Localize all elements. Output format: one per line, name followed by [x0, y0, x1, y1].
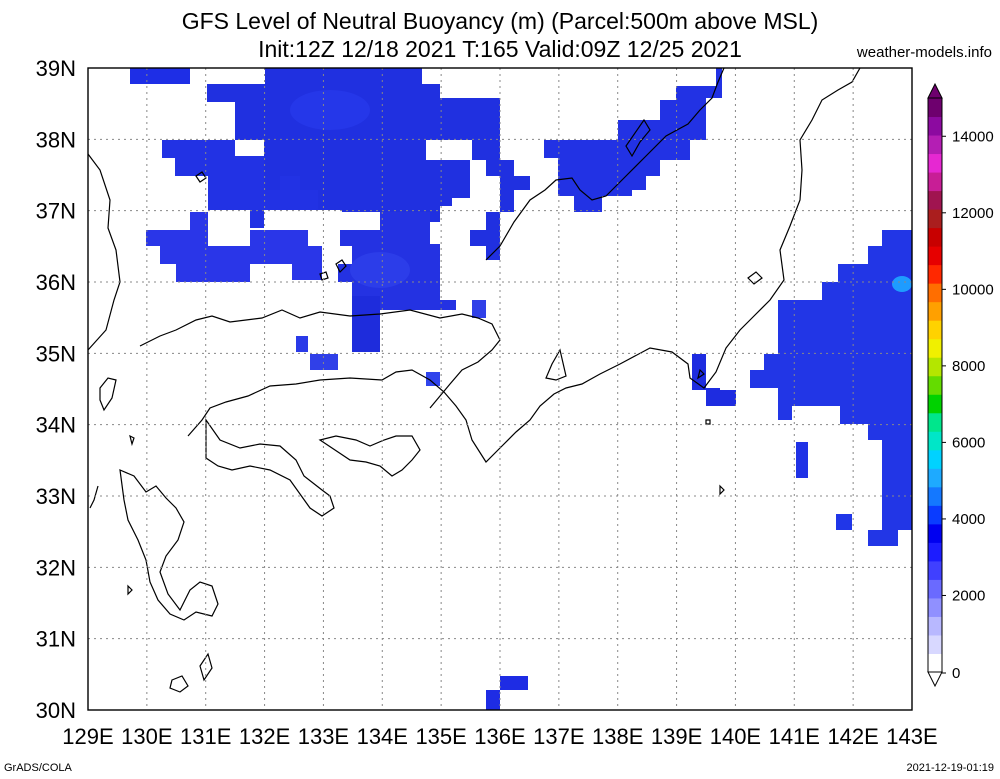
colorbar-tick-label: 10000 [952, 281, 994, 298]
lon-tick-label: 143E [886, 724, 937, 749]
longitude-labels: 129E 130E 131E 132E 133E 134E 135E 136E 137E 138E… [62, 724, 937, 749]
colorbar-tick-label: 6000 [952, 434, 985, 451]
colorbar-swatch [928, 116, 942, 136]
colorbar-swatch [928, 301, 942, 321]
colorbar-tick-label: 2000 [952, 587, 985, 604]
lat-tick-label: 34N [36, 413, 76, 438]
timestamp: 2021-12-19-01:19 [906, 762, 994, 774]
lat-tick-label: 31N [36, 627, 76, 652]
colorbar-swatch [928, 486, 942, 506]
colorbar-swatch [928, 597, 942, 617]
colorbar-swatch [928, 375, 942, 395]
colorbar-swatch [928, 431, 942, 451]
lat-tick-label: 32N [36, 555, 76, 580]
colorbar-tick-label: 12000 [952, 205, 994, 222]
lon-tick-label: 138E [592, 724, 643, 749]
lat-tick-label: 39N [36, 56, 76, 81]
software-credit: GrADS/COLA [4, 762, 72, 774]
colorbar-swatch [928, 209, 942, 229]
lon-tick-label: 142E [827, 724, 878, 749]
colorbar-top-triangle-icon [927, 82, 943, 99]
colorbar-swatch [928, 264, 942, 284]
lon-tick-label: 129E [62, 724, 113, 749]
lon-tick-label: 140E [710, 724, 761, 749]
lon-tick-label: 136E [474, 724, 525, 749]
colorbar-swatch [928, 653, 942, 673]
lon-tick-label: 133E [298, 724, 349, 749]
colorbar-tick-label: 8000 [952, 358, 985, 375]
colorbar-swatch [928, 190, 942, 210]
colorbar-swatch [928, 357, 942, 377]
lon-tick-label: 132E [239, 724, 290, 749]
lon-tick-label: 135E [415, 724, 466, 749]
colorbar-tick-label: 0 [952, 665, 960, 682]
colorbar-swatch [928, 412, 942, 432]
colorbar-swatch [928, 283, 942, 303]
lon-tick-label: 137E [533, 724, 584, 749]
colorbar-bottom-triangle-icon [927, 671, 943, 688]
lat-tick-label: 38N [36, 127, 76, 152]
lon-tick-label: 134E [357, 724, 408, 749]
colorbar-swatch [928, 560, 942, 580]
lat-tick-label: 30N [36, 698, 76, 723]
colorbar [927, 82, 943, 688]
colorbar-swatch [928, 172, 942, 192]
latitude-labels: 30N 31N 32N 33N 34N 35N 36N 37N 38N 39N [36, 56, 76, 723]
colorbar-swatch [928, 246, 942, 266]
colorbar-swatch [928, 616, 942, 636]
colorbar-swatch [928, 394, 942, 414]
colorbar-swatch [928, 542, 942, 562]
colorbar-swatch [928, 523, 942, 543]
colorbar-swatch [928, 227, 942, 247]
colorbar-swatch [928, 449, 942, 469]
lat-tick-label: 36N [36, 270, 76, 295]
colorbar-tick-label: 14000 [952, 128, 994, 145]
coastlines [88, 68, 861, 693]
map-subtitle: Init:12Z 12/18 2021 T:165 Valid:09Z 12/2… [258, 36, 742, 62]
lon-tick-label: 141E [769, 724, 820, 749]
map-gridlines [88, 68, 912, 710]
lon-tick-label: 130E [121, 724, 172, 749]
lon-tick-label: 139E [651, 724, 702, 749]
site-credit: weather-models.info [856, 44, 992, 61]
lat-tick-label: 37N [36, 199, 76, 224]
colorbar-swatch [928, 468, 942, 488]
map-title: GFS Level of Neutral Buoyancy (m) (Parce… [181, 8, 819, 34]
lon-tick-label: 131E [180, 724, 231, 749]
colorbar-swatch [928, 579, 942, 599]
colorbar-tick-label: 4000 [952, 511, 985, 528]
colorbar-swatch [928, 153, 942, 173]
map-frame [87, 67, 913, 711]
colorbar-swatch [928, 98, 942, 118]
colorbar-swatch [928, 338, 942, 358]
colorbar-swatch [928, 505, 942, 525]
colorbar-swatch [928, 320, 942, 340]
buoyancy-field [130, 68, 912, 710]
colorbar-labels: 0 2000 4000 6000 8000 10000 12000 14000 [942, 128, 994, 682]
lat-tick-label: 33N [36, 484, 76, 509]
colorbar-swatch [928, 135, 942, 155]
lat-tick-label: 35N [36, 341, 76, 366]
colorbar-swatch [928, 634, 942, 654]
